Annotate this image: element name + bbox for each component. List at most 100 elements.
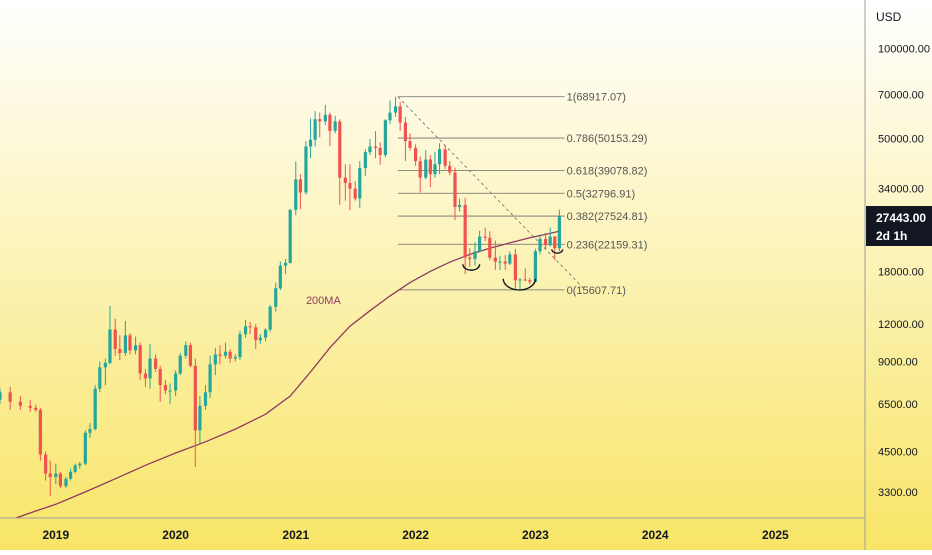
candle-up[interactable] (473, 242, 477, 266)
candle-down[interactable] (503, 255, 507, 270)
candle-up[interactable] (68, 468, 73, 481)
candle-down[interactable] (143, 368, 148, 387)
candle-up[interactable] (424, 149, 428, 180)
candle-up[interactable] (308, 118, 313, 159)
candle-down[interactable] (154, 354, 158, 372)
candlestick-series[interactable] (0, 96, 561, 496)
candle-up[interactable] (478, 230, 482, 253)
candle-up[interactable] (437, 143, 442, 175)
candle-up[interactable] (457, 198, 462, 212)
candle-down[interactable] (488, 231, 492, 261)
candle-down[interactable] (413, 144, 418, 166)
candle-down[interactable] (543, 232, 548, 249)
candle-up[interactable] (233, 354, 237, 362)
candle-down[interactable] (343, 164, 347, 201)
candle-down[interactable] (248, 321, 252, 335)
candle-down[interactable] (158, 365, 162, 402)
candle-up[interactable] (313, 111, 317, 147)
candle-up[interactable] (148, 343, 152, 389)
candle-up[interactable] (304, 141, 308, 195)
candle-up[interactable] (274, 282, 278, 312)
candle-down[interactable] (493, 240, 497, 270)
candle-up[interactable] (88, 423, 92, 438)
candle-down[interactable] (298, 174, 302, 210)
candle-up[interactable] (64, 477, 68, 489)
candle-down[interactable] (418, 156, 422, 193)
candle-up[interactable] (73, 463, 77, 474)
candle-up[interactable] (518, 277, 522, 290)
candle-down[interactable] (138, 342, 142, 381)
candle-down[interactable] (348, 164, 352, 211)
candle-down[interactable] (428, 155, 432, 188)
candle-down[interactable] (44, 451, 48, 481)
candle-up[interactable] (258, 334, 262, 344)
candle-up[interactable] (323, 104, 327, 125)
fibonacci-retracement[interactable]: 1(68917.07) 0.786(50153.29) 0.618(39078.82… (397, 92, 647, 297)
candle-up[interactable] (98, 361, 102, 393)
candle-down[interactable] (528, 277, 532, 285)
candle-up[interactable] (238, 330, 242, 361)
candle-down[interactable] (58, 471, 63, 489)
candle-down[interactable] (118, 335, 122, 361)
candle-up[interactable] (213, 347, 217, 376)
candle-up[interactable] (283, 258, 288, 275)
candle-up[interactable] (133, 336, 138, 355)
candle-down[interactable] (38, 407, 42, 461)
candle-up[interactable] (184, 341, 188, 359)
candle-down[interactable] (408, 133, 412, 151)
candle-down[interactable] (193, 358, 197, 467)
candle-up[interactable] (93, 385, 97, 431)
candle-down[interactable] (398, 101, 402, 131)
candle-down[interactable] (378, 142, 382, 165)
pattern-arc[interactable] (551, 249, 564, 254)
candle-up[interactable] (333, 115, 337, 134)
candle-up[interactable] (498, 255, 502, 270)
candle-down[interactable] (163, 380, 168, 395)
candle-down[interactable] (443, 145, 447, 170)
last-price-tag[interactable]: 27443.00 2d 1h (866, 206, 932, 246)
candle-up[interactable] (363, 149, 367, 176)
candle-down[interactable] (254, 324, 258, 350)
pattern-annotations[interactable] (462, 249, 564, 291)
candle-up[interactable] (108, 305, 112, 365)
candle-down[interactable] (318, 112, 322, 138)
candle-up[interactable] (123, 320, 128, 356)
candle-down[interactable] (448, 161, 452, 176)
candle-up[interactable] (243, 319, 248, 338)
candle-down[interactable] (403, 116, 408, 162)
candle-down[interactable] (113, 318, 117, 356)
fib-trendline[interactable] (397, 96, 586, 291)
candle-up[interactable] (393, 96, 398, 117)
pattern-arc[interactable] (502, 278, 537, 291)
candle-up[interactable] (198, 395, 202, 444)
candle-down[interactable] (18, 395, 22, 410)
candle-down[interactable] (128, 333, 132, 355)
candle-up[interactable] (263, 328, 268, 342)
candle-down[interactable] (353, 181, 357, 201)
candle-down[interactable] (328, 112, 332, 147)
candle-up[interactable] (83, 430, 87, 466)
candle-up[interactable] (533, 248, 538, 283)
candle-up[interactable] (268, 304, 272, 332)
candle-up[interactable] (368, 138, 372, 156)
candle-down[interactable] (228, 349, 232, 363)
candle-up[interactable] (78, 462, 82, 469)
candle-up[interactable] (388, 100, 392, 124)
candle-up[interactable] (168, 383, 172, 404)
candle-up[interactable] (358, 161, 362, 208)
candle-up[interactable] (103, 358, 107, 386)
candle-down[interactable] (483, 227, 487, 242)
candle-up[interactable] (178, 353, 182, 376)
candle-up[interactable] (508, 251, 512, 265)
candle-up[interactable] (208, 355, 212, 398)
candle-up[interactable] (223, 342, 228, 359)
candle-down[interactable] (513, 248, 517, 290)
candle-up[interactable] (433, 152, 437, 178)
candle-up[interactable] (288, 209, 292, 264)
candle-up[interactable] (557, 209, 561, 252)
pattern-arc[interactable] (462, 264, 481, 271)
candle-up[interactable] (174, 370, 178, 396)
candle-up[interactable] (538, 234, 542, 255)
